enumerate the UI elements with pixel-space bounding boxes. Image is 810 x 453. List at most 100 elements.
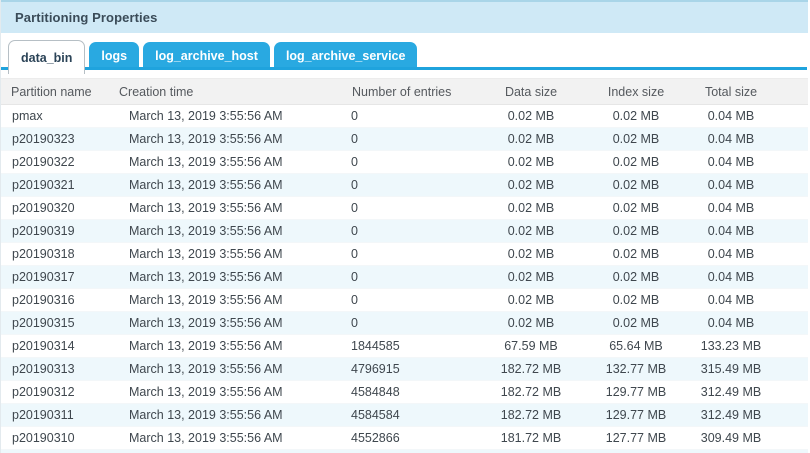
cell-creation-time: March 13, 2019 3:55:56 AM <box>129 339 283 353</box>
cell-total-size: 0.04 MB <box>707 109 755 123</box>
cell-creation-time: March 13, 2019 3:55:56 AM <box>129 316 283 330</box>
cell-total-size: 0.04 MB <box>707 316 755 330</box>
cell-spacer <box>781 266 808 289</box>
cell-spacer <box>781 381 808 404</box>
cell-number-of-entries: 4796915 <box>351 362 400 376</box>
cell-creation-time: March 13, 2019 3:55:56 AM <box>129 155 283 169</box>
cell-index-size: 0.02 MB <box>612 155 660 169</box>
table-row: p20190312 March 13, 2019 3:55:56 AM 4584… <box>1 380 808 404</box>
cell-spacer <box>781 312 808 335</box>
cell-data-size: 182.72 MB <box>500 385 562 399</box>
cell-creation-time: March 13, 2019 3:55:56 AM <box>129 293 283 307</box>
tab-label: log_archive_host <box>155 49 258 63</box>
table-row: p20190315 March 13, 2019 3:55:56 AM 0 0.… <box>1 311 808 335</box>
tab-label: logs <box>101 49 128 63</box>
cell-partition-name: p20190319 <box>12 224 75 238</box>
cell-number-of-entries: 0 <box>351 109 358 123</box>
cell-partition-name: p20190323 <box>12 132 75 146</box>
tab-underline <box>1 67 807 70</box>
cell-index-size: 0.02 MB <box>612 224 660 238</box>
column-header-number-of-entries: Number of entries <box>341 78 471 105</box>
cell-partition-name: p20190314 <box>12 339 75 353</box>
cell-index-size: 0.02 MB <box>612 293 660 307</box>
column-header-index-size: Index size <box>591 78 681 105</box>
cell-creation-time: March 13, 2019 3:55:56 AM <box>129 132 283 146</box>
table-row: pmax March 13, 2019 3:55:56 AM 0 0.02 MB… <box>1 104 808 128</box>
cell-number-of-entries: 4584584 <box>351 408 400 422</box>
cell-total-size: 0.04 MB <box>707 201 755 215</box>
cell-data-size: 182.72 MB <box>500 362 562 376</box>
cell-index-size: 0.02 MB <box>612 270 660 284</box>
page-title: Partitioning Properties <box>15 10 158 25</box>
cell-data-size: 0.02 MB <box>507 178 555 192</box>
cell-number-of-entries: 0 <box>351 201 358 215</box>
cell-data-size: 0.02 MB <box>507 201 555 215</box>
table-body: pmax March 13, 2019 3:55:56 AM 0 0.02 MB… <box>1 104 808 453</box>
cell-number-of-entries: 4584848 <box>351 385 400 399</box>
cell-index-size: 65.64 MB <box>609 339 663 353</box>
cell-index-size: 0.02 MB <box>612 247 660 261</box>
cell-creation-time: March 13, 2019 3:55:56 AM <box>129 385 283 399</box>
table-row: p20190322 March 13, 2019 3:55:56 AM 0 0.… <box>1 150 808 174</box>
cell-creation-time: March 13, 2019 3:55:56 AM <box>129 270 283 284</box>
cell-total-size: 312.49 MB <box>700 385 762 399</box>
tab-label: data_bin <box>21 50 73 65</box>
table-row: p20190320 March 13, 2019 3:55:56 AM 0 0.… <box>1 196 808 220</box>
table-row: p20190316 March 13, 2019 3:55:56 AM 0 0.… <box>1 288 808 312</box>
cell-index-size: 129.77 MB <box>605 408 667 422</box>
cell-total-size: 0.04 MB <box>707 155 755 169</box>
tab-log-archive-host[interactable]: log_archive_host <box>143 42 270 70</box>
table-row: p20190314 March 13, 2019 3:55:56 AM 1844… <box>1 334 808 358</box>
cell-index-size: 0.02 MB <box>612 132 660 146</box>
column-header-total-size: Total size <box>681 78 781 105</box>
tab-logs[interactable]: logs <box>89 42 140 70</box>
table-row: p20190317 March 13, 2019 3:55:56 AM 0 0.… <box>1 265 808 289</box>
cell-spacer <box>781 243 808 266</box>
table-row: p20190310 March 13, 2019 3:55:56 AM 4552… <box>1 426 808 450</box>
cell-partition-name: p20190311 <box>12 408 74 422</box>
cell-number-of-entries: 0 <box>351 155 358 169</box>
table-row: p20190319 March 13, 2019 3:55:56 AM 0 0.… <box>1 219 808 243</box>
cell-number-of-entries: 0 <box>351 132 358 146</box>
cell-total-size: 312.49 MB <box>700 408 762 422</box>
cell-total-size: 0.04 MB <box>707 132 755 146</box>
cell-spacer <box>781 174 808 197</box>
partial-row <box>1 449 808 453</box>
cell-creation-time: March 13, 2019 3:55:56 AM <box>129 431 283 445</box>
cell-number-of-entries: 0 <box>351 293 358 307</box>
tab-log-archive-service[interactable]: log_archive_service <box>273 42 418 70</box>
cell-number-of-entries: 1844585 <box>351 339 400 353</box>
cell-data-size: 0.02 MB <box>507 224 555 238</box>
cell-number-of-entries: 4552866 <box>351 431 400 445</box>
partition-table-wrap: Partition name Creation time Number of e… <box>1 78 808 453</box>
cell-total-size: 133.23 MB <box>700 339 762 353</box>
cell-creation-time: March 13, 2019 3:55:56 AM <box>129 247 283 261</box>
cell-creation-time: March 13, 2019 3:55:56 AM <box>129 408 283 422</box>
cell-spacer <box>781 151 808 174</box>
cell-spacer <box>781 358 808 381</box>
cell-partition-name: p20190310 <box>12 431 75 445</box>
cell-index-size: 0.02 MB <box>612 109 660 123</box>
cell-spacer <box>781 128 808 151</box>
partition-table: Partition name Creation time Number of e… <box>1 78 808 453</box>
table-row: p20190323 March 13, 2019 3:55:56 AM 0 0.… <box>1 127 808 151</box>
cell-number-of-entries: 0 <box>351 270 358 284</box>
column-header-creation-time: Creation time <box>113 78 341 105</box>
tab-label: log_archive_service <box>285 49 406 63</box>
cell-index-size: 0.02 MB <box>612 201 660 215</box>
cell-number-of-entries: 0 <box>351 247 358 261</box>
cell-data-size: 0.02 MB <box>507 293 555 307</box>
cell-partition-name: p20190316 <box>12 293 75 307</box>
cell-number-of-entries: 0 <box>351 224 358 238</box>
cell-total-size: 309.49 MB <box>700 431 762 445</box>
cell-data-size: 0.02 MB <box>507 247 555 261</box>
cell-creation-time: March 13, 2019 3:55:56 AM <box>129 201 283 215</box>
tab-data-bin[interactable]: data_bin <box>8 40 86 74</box>
cell-spacer <box>781 220 808 243</box>
tab-bar: data_bin logs log_archive_host log_archi… <box>1 40 808 74</box>
cell-data-size: 182.72 MB <box>500 408 562 422</box>
cell-total-size: 0.04 MB <box>707 224 755 238</box>
cell-total-size: 0.04 MB <box>707 270 755 284</box>
cell-total-size: 0.04 MB <box>707 178 755 192</box>
